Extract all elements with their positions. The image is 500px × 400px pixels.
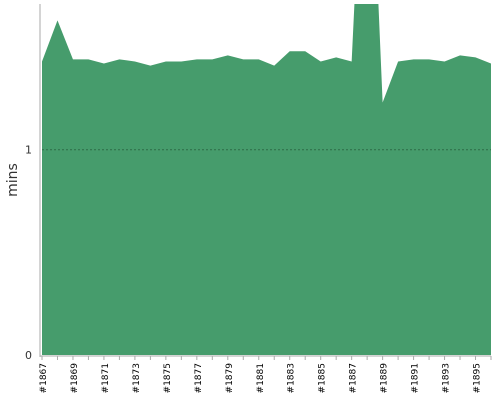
y-axis-label: mins — [5, 163, 21, 197]
area — [42, 4, 491, 355]
x-tick-label: #1871 — [101, 363, 111, 393]
x-tick-label: #1883 — [287, 363, 297, 393]
x-tick-label: #1887 — [349, 363, 359, 393]
x-tick-label: #1891 — [411, 363, 421, 393]
x-tick-label: #1873 — [132, 363, 142, 393]
x-tick-label: #1893 — [442, 363, 452, 393]
y-tick-label: 1 — [25, 144, 32, 157]
x-tick-label: #1885 — [318, 363, 328, 393]
x-tick-label: #1877 — [194, 363, 204, 393]
x-tick-label: #1867 — [39, 363, 49, 393]
y-tick-label: 0 — [25, 349, 32, 362]
x-tick-label: #1895 — [473, 363, 483, 393]
x-tick-label: #1881 — [256, 363, 266, 393]
x-tick-label: #1879 — [225, 363, 235, 394]
x-tick-label: #1889 — [380, 363, 390, 394]
x-tick-label: #1869 — [70, 363, 80, 394]
x-tick-label: #1875 — [163, 363, 173, 393]
